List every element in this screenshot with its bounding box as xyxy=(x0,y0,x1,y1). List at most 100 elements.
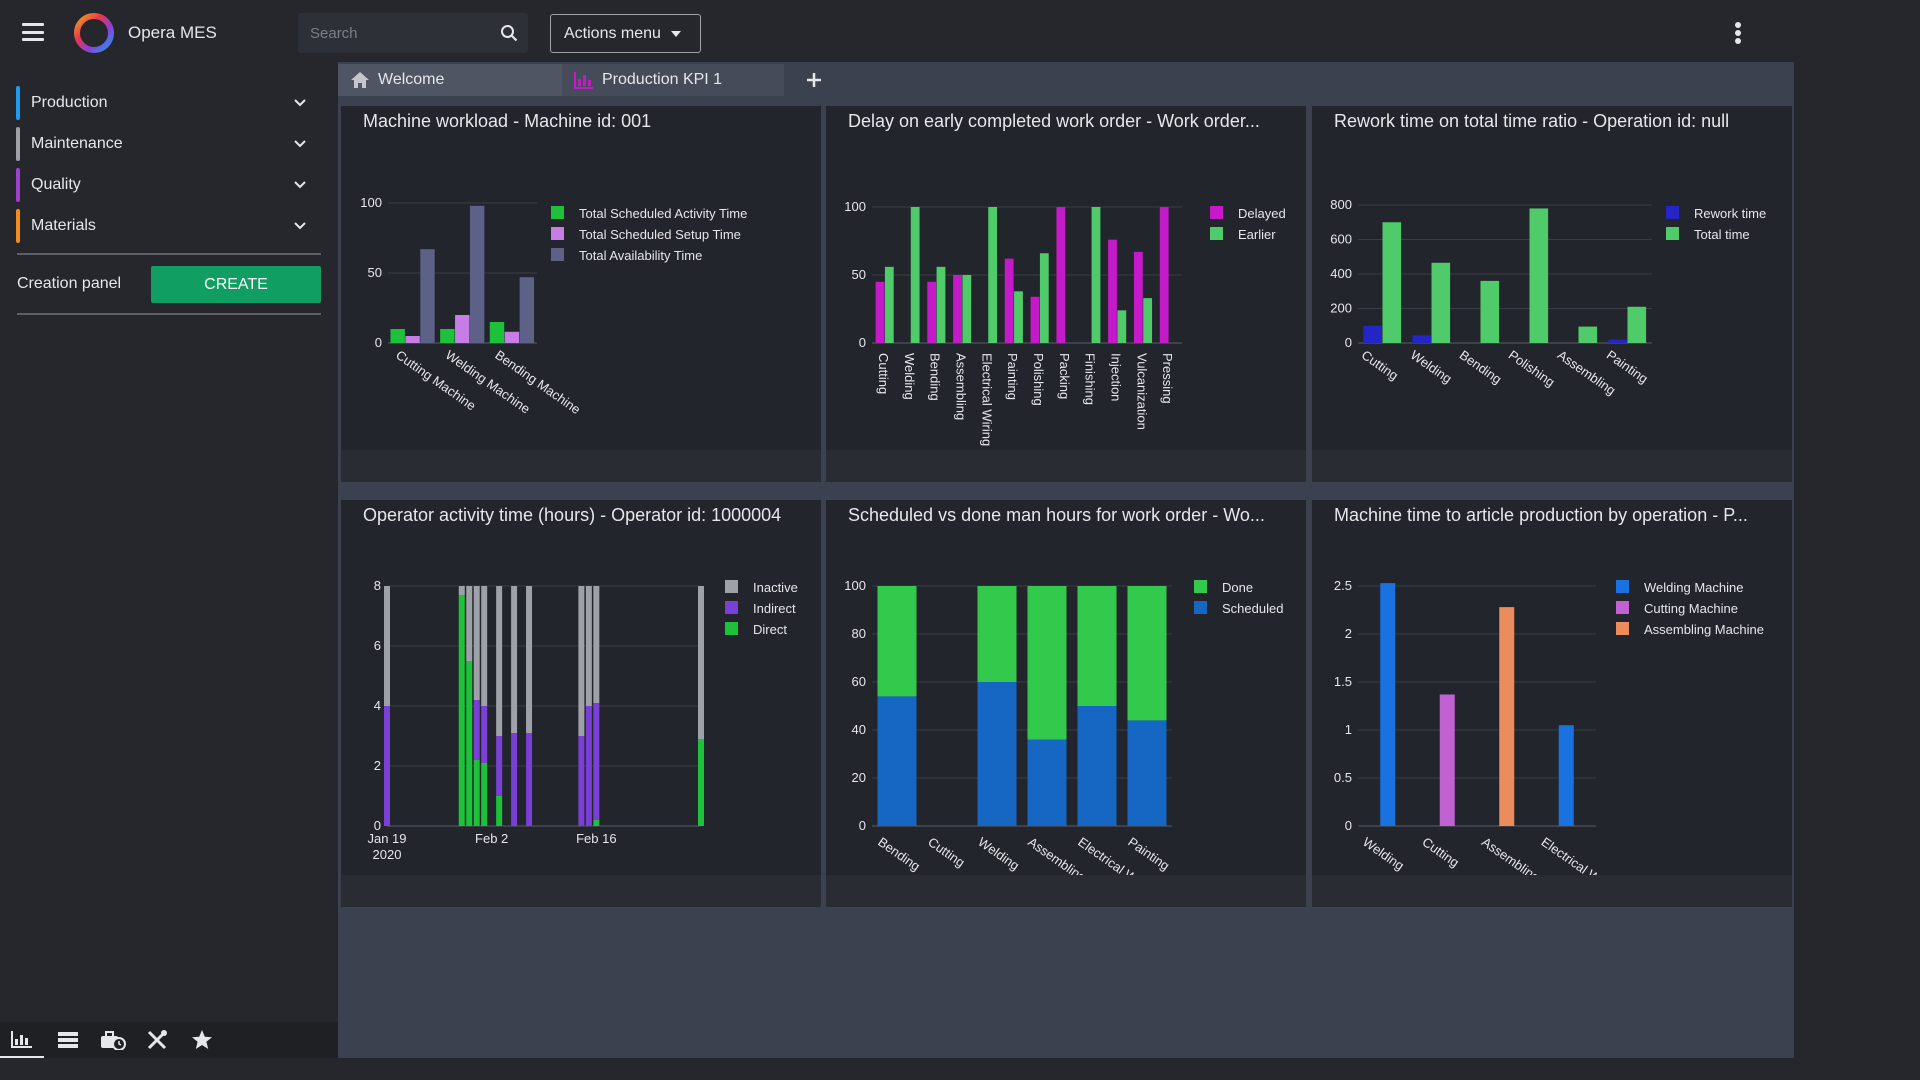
create-button[interactable]: CREATE xyxy=(151,266,321,303)
chevron-down-icon[interactable] xyxy=(292,136,308,152)
bar xyxy=(1143,298,1153,343)
x-tick-label: Bending xyxy=(928,353,943,401)
list-tool[interactable] xyxy=(46,1022,90,1058)
x-tick-label: Cutting xyxy=(1420,834,1462,870)
legend-label: Earlier xyxy=(1238,227,1276,242)
legend-label: Scheduled xyxy=(1222,601,1283,616)
legend-label: Done xyxy=(1222,580,1253,595)
bar xyxy=(1431,262,1451,343)
toolbox-tool[interactable] xyxy=(91,1022,135,1058)
search-icon[interactable] xyxy=(500,24,518,42)
y-tick-label: 80 xyxy=(852,626,866,641)
caret-down-icon xyxy=(670,30,681,37)
legend-swatch xyxy=(1666,206,1679,219)
top-bar: Opera MES Actions menu xyxy=(0,0,1920,66)
bar-segment xyxy=(1027,586,1067,740)
tab-bar: Welcome Production KPI 1 xyxy=(338,62,1794,96)
chart-tool[interactable] xyxy=(0,1022,44,1058)
bar-segment xyxy=(698,739,704,826)
bar-segment xyxy=(593,703,600,820)
hamburger-menu-icon[interactable] xyxy=(22,23,44,41)
legend-swatch xyxy=(551,206,564,219)
x-tick-label: Welding xyxy=(1408,347,1455,386)
y-tick-label: 0 xyxy=(859,818,866,833)
chevron-down-icon[interactable] xyxy=(292,177,308,193)
app-logo xyxy=(74,13,114,53)
bar-segment xyxy=(466,661,473,826)
bar-segment xyxy=(585,586,592,706)
chart-panel-rework-ratio: Rework time on total time ratio - Operat… xyxy=(1312,106,1792,482)
bar xyxy=(504,331,520,343)
tab-production-kpi-1[interactable]: Production KPI 1 xyxy=(562,64,784,96)
x-tick-label: Electrical Wiring xyxy=(979,353,994,446)
more-options-icon[interactable] xyxy=(1731,22,1745,46)
legend-label: Total Availability Time xyxy=(579,248,702,263)
bar-segment xyxy=(384,586,390,706)
y-tick-label: 0 xyxy=(374,818,381,833)
y-tick-label: 100 xyxy=(844,578,866,593)
legend-label: Delayed xyxy=(1238,206,1286,221)
bar-segment xyxy=(511,586,518,733)
sidebar-item-production[interactable]: Production xyxy=(16,86,320,120)
tools-tool[interactable] xyxy=(135,1022,179,1058)
sidebar-item-label: Production xyxy=(31,94,108,111)
bar xyxy=(875,281,885,343)
bar-segment xyxy=(473,760,480,826)
legend-label: Total Scheduled Setup Time xyxy=(579,227,741,242)
bar-segment xyxy=(458,586,465,595)
bar xyxy=(1499,607,1515,826)
bar-chart-icon xyxy=(574,72,593,89)
actions-menu-button[interactable]: Actions menu xyxy=(550,14,701,53)
y-tick-label: 100 xyxy=(844,199,866,214)
y-tick-label: 2 xyxy=(1345,626,1352,641)
panel-title: Machine time to article production by op… xyxy=(1334,505,1748,525)
search-box[interactable] xyxy=(298,13,528,53)
sidebar-item-label: Materials xyxy=(31,217,96,234)
bar-segment xyxy=(977,586,1017,682)
chart-icon xyxy=(11,1031,32,1048)
favorites-tool[interactable] xyxy=(180,1022,224,1058)
sidebar-item-materials[interactable]: Materials xyxy=(16,209,320,243)
x-tick-label: Assembling xyxy=(1479,834,1543,876)
tab-welcome[interactable]: Welcome xyxy=(338,64,562,96)
x-tick-label: Feb 16 xyxy=(576,831,616,846)
x-tick-label: Polishing xyxy=(1506,347,1558,390)
bar-segment xyxy=(496,796,503,826)
sidebar-color-bar xyxy=(16,209,20,243)
legend-swatch xyxy=(1194,601,1207,614)
bar xyxy=(910,207,920,343)
panel-footer xyxy=(341,875,821,907)
sidebar-item-maintenance[interactable]: Maintenance xyxy=(16,127,320,161)
sidebar-color-bar xyxy=(16,127,20,161)
x-tick-label: Assembling xyxy=(953,353,968,420)
x-tick-label: Bending Machine xyxy=(492,347,583,417)
bar xyxy=(1056,207,1066,343)
bar-segment xyxy=(473,700,480,760)
chart-panel-delay-work-order: Delay on early completed work order - Wo… xyxy=(826,106,1306,482)
sidebar-item-quality[interactable]: Quality xyxy=(16,168,320,202)
actions-menu-label: Actions menu xyxy=(564,24,661,42)
sidebar-divider xyxy=(17,253,321,255)
bar-segment xyxy=(466,586,473,661)
x-tick-label: Cutting xyxy=(925,834,967,870)
y-tick-label: 6 xyxy=(374,638,381,653)
y-tick-label: 40 xyxy=(852,722,866,737)
x-tick-label: Painting xyxy=(1005,353,1020,400)
y-tick-label: 2.5 xyxy=(1334,578,1352,593)
sidebar-divider xyxy=(17,313,321,315)
panel-title: Machine workload - Machine id: 001 xyxy=(363,111,652,131)
bar-segment xyxy=(496,736,503,796)
y-tick-label: 400 xyxy=(1330,266,1352,281)
chevron-down-icon[interactable] xyxy=(292,95,308,111)
chevron-down-icon[interactable] xyxy=(292,218,308,234)
bar xyxy=(489,322,505,343)
add-tab-icon[interactable] xyxy=(800,64,828,96)
x-tick-label: Welding xyxy=(975,834,1022,873)
bar xyxy=(1091,207,1101,343)
legend-swatch xyxy=(1194,580,1207,593)
y-tick-label: 1.5 xyxy=(1334,674,1352,689)
bar xyxy=(440,329,455,343)
bar-segment xyxy=(977,682,1017,826)
search-input[interactable] xyxy=(310,22,490,44)
